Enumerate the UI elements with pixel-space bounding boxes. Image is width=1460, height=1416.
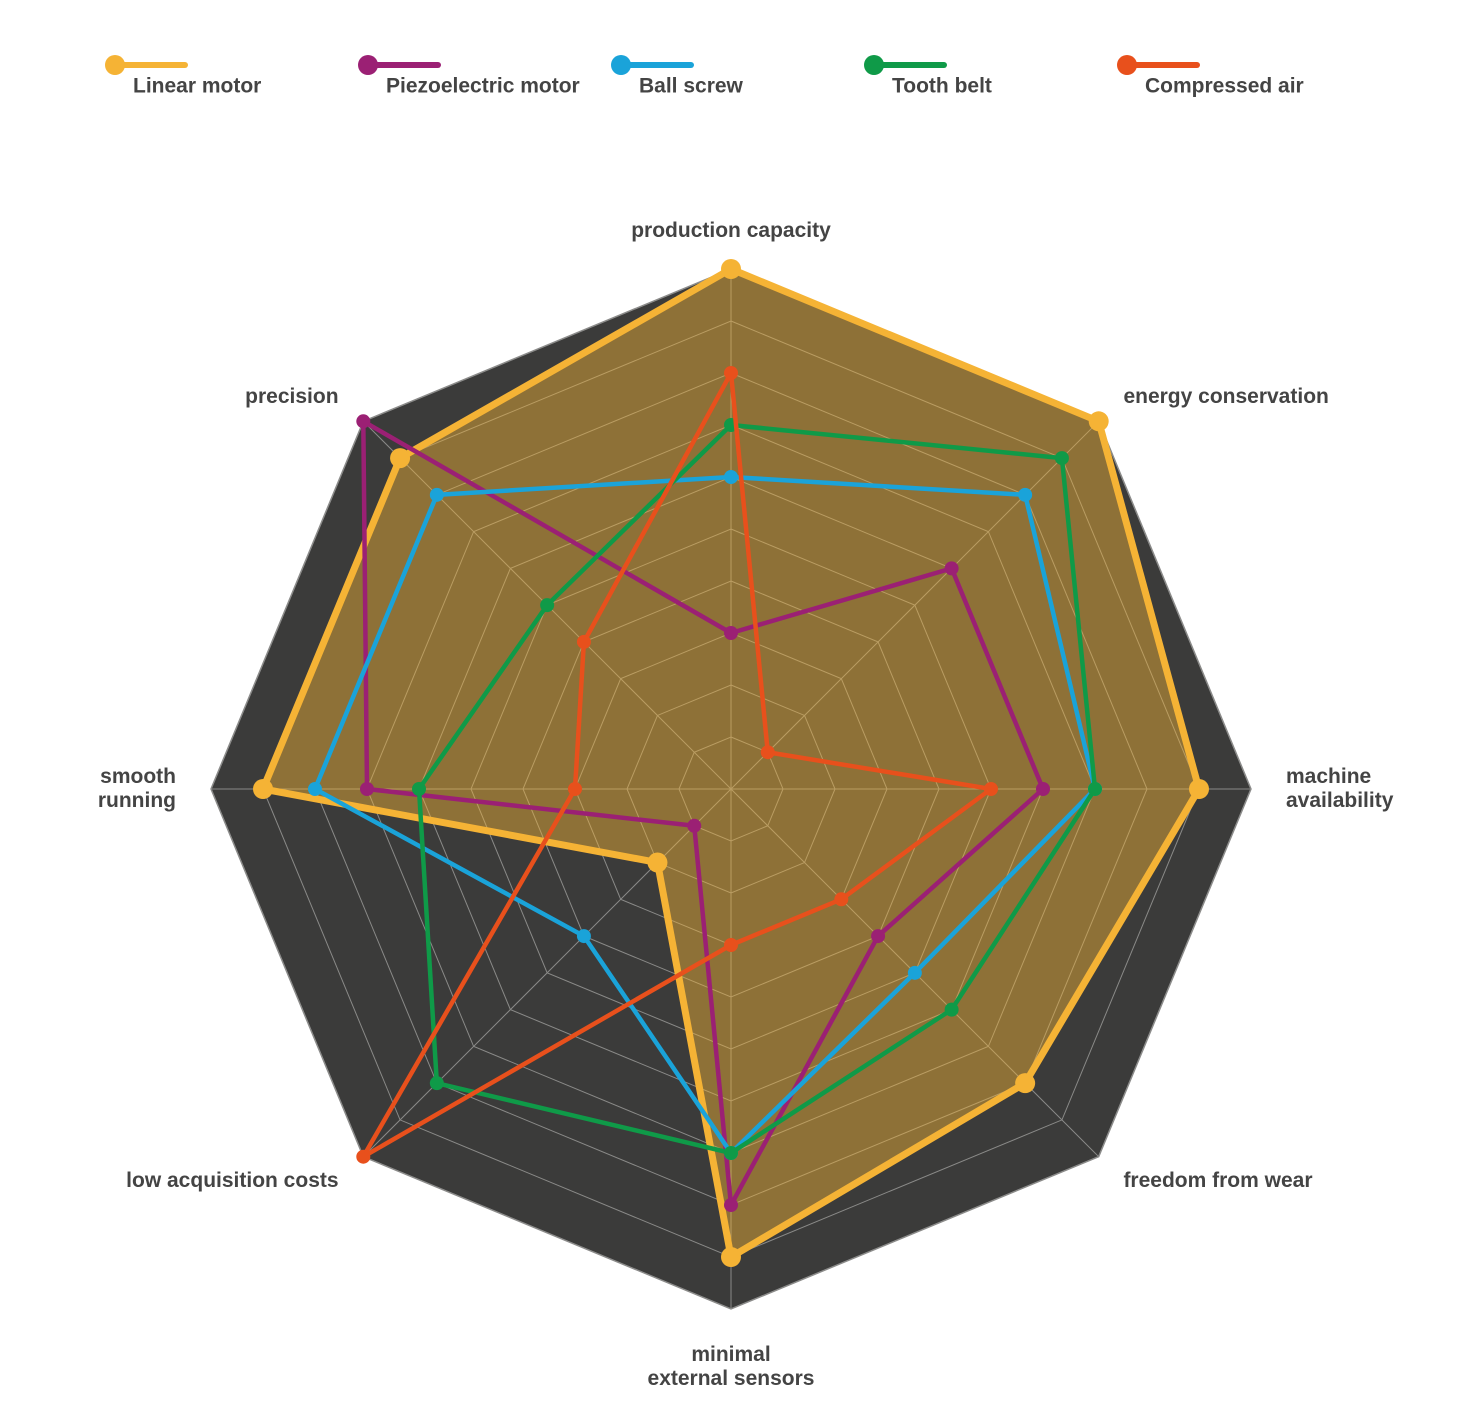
data-point [871, 929, 886, 944]
data-point [721, 259, 741, 279]
axis-label: precision [245, 384, 339, 408]
legend-marker [105, 55, 125, 75]
data-point [1088, 782, 1102, 796]
legend-label: Tooth belt [892, 75, 992, 98]
data-point [308, 782, 322, 796]
data-point [568, 782, 582, 796]
data-point [760, 745, 775, 760]
data-point [1189, 779, 1209, 799]
data-point [724, 1146, 738, 1160]
legend-marker [1117, 55, 1137, 75]
data-point [1054, 451, 1069, 466]
spoke [362, 788, 732, 1158]
axis-label: minimal external sensors [647, 1343, 815, 1390]
data-point [944, 1002, 959, 1017]
data-point [721, 1247, 741, 1267]
data-point [724, 938, 738, 952]
data-point [1018, 487, 1033, 502]
data-point [724, 366, 738, 380]
data-point [540, 598, 555, 613]
data-point [429, 487, 444, 502]
data-point [576, 929, 591, 944]
data-point [356, 1149, 371, 1164]
data-point [687, 818, 702, 833]
data-point [1015, 1073, 1036, 1094]
data-point [724, 1198, 738, 1212]
legend-marker [864, 55, 884, 75]
legend-label: Ball screw [639, 75, 744, 98]
data-point [412, 782, 426, 796]
data-point [647, 852, 668, 873]
data-point [834, 892, 849, 907]
data-point [984, 782, 998, 796]
data-point [944, 561, 959, 576]
legend-label: Piezoelectric motor [386, 75, 580, 98]
data-point [390, 448, 411, 469]
legend-marker [611, 55, 631, 75]
legend-label: Linear motor [133, 75, 261, 98]
data-point [253, 779, 273, 799]
data-point [356, 414, 371, 429]
axis-label: low acquisition costs [126, 1169, 339, 1193]
legend-label: Compressed air [1145, 75, 1304, 98]
legend-marker [358, 55, 378, 75]
data-point [576, 634, 591, 649]
data-point [1036, 782, 1050, 796]
axis-label: energy conservation [1123, 384, 1329, 408]
data-point [724, 626, 738, 640]
data-point [429, 1076, 444, 1091]
data-point [360, 782, 374, 796]
spoke [730, 420, 1100, 790]
data-point [724, 470, 738, 484]
axis-label: machine availability [1286, 765, 1394, 812]
data-point [1088, 411, 1109, 432]
axis-label: smooth running [97, 765, 176, 812]
data-point [907, 965, 922, 980]
axis-label: freedom from wear [1123, 1169, 1313, 1193]
axis-label: production capacity [631, 219, 831, 242]
